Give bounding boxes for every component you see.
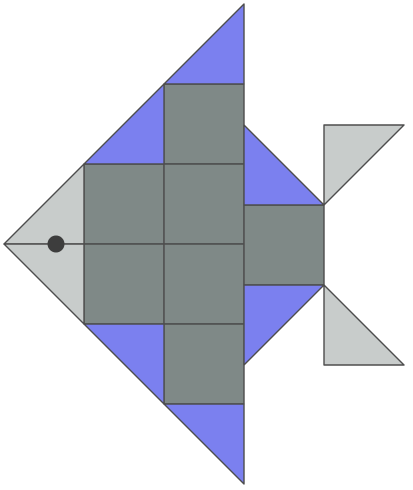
blue-triangle-bottom: [163, 403, 245, 485]
blue-triangle-top: [163, 3, 245, 85]
square-lower-right: [163, 243, 245, 325]
square-lower-left: [83, 243, 165, 325]
blue-triangle-upper-left: [83, 83, 165, 165]
head-triangle-upper: [3, 163, 85, 245]
head-triangle-lower: [3, 243, 85, 325]
blue-triangle-lower-left: [83, 323, 165, 405]
square-upper-left: [83, 163, 165, 245]
tail-triangle-upper: [323, 124, 405, 206]
squares-group: [83, 83, 325, 405]
square-top: [163, 83, 245, 165]
blue-triangle-right-upper: [243, 124, 325, 206]
eye-dot: [47, 235, 65, 253]
square-tail-base: [243, 204, 325, 286]
blue-triangles-group: [83, 3, 325, 485]
blue-triangle-right-lower: [243, 284, 325, 366]
square-upper-right: [163, 163, 245, 245]
light-triangles-group: [3, 124, 405, 366]
tail-triangle-lower: [323, 284, 405, 366]
square-bottom: [163, 323, 245, 405]
